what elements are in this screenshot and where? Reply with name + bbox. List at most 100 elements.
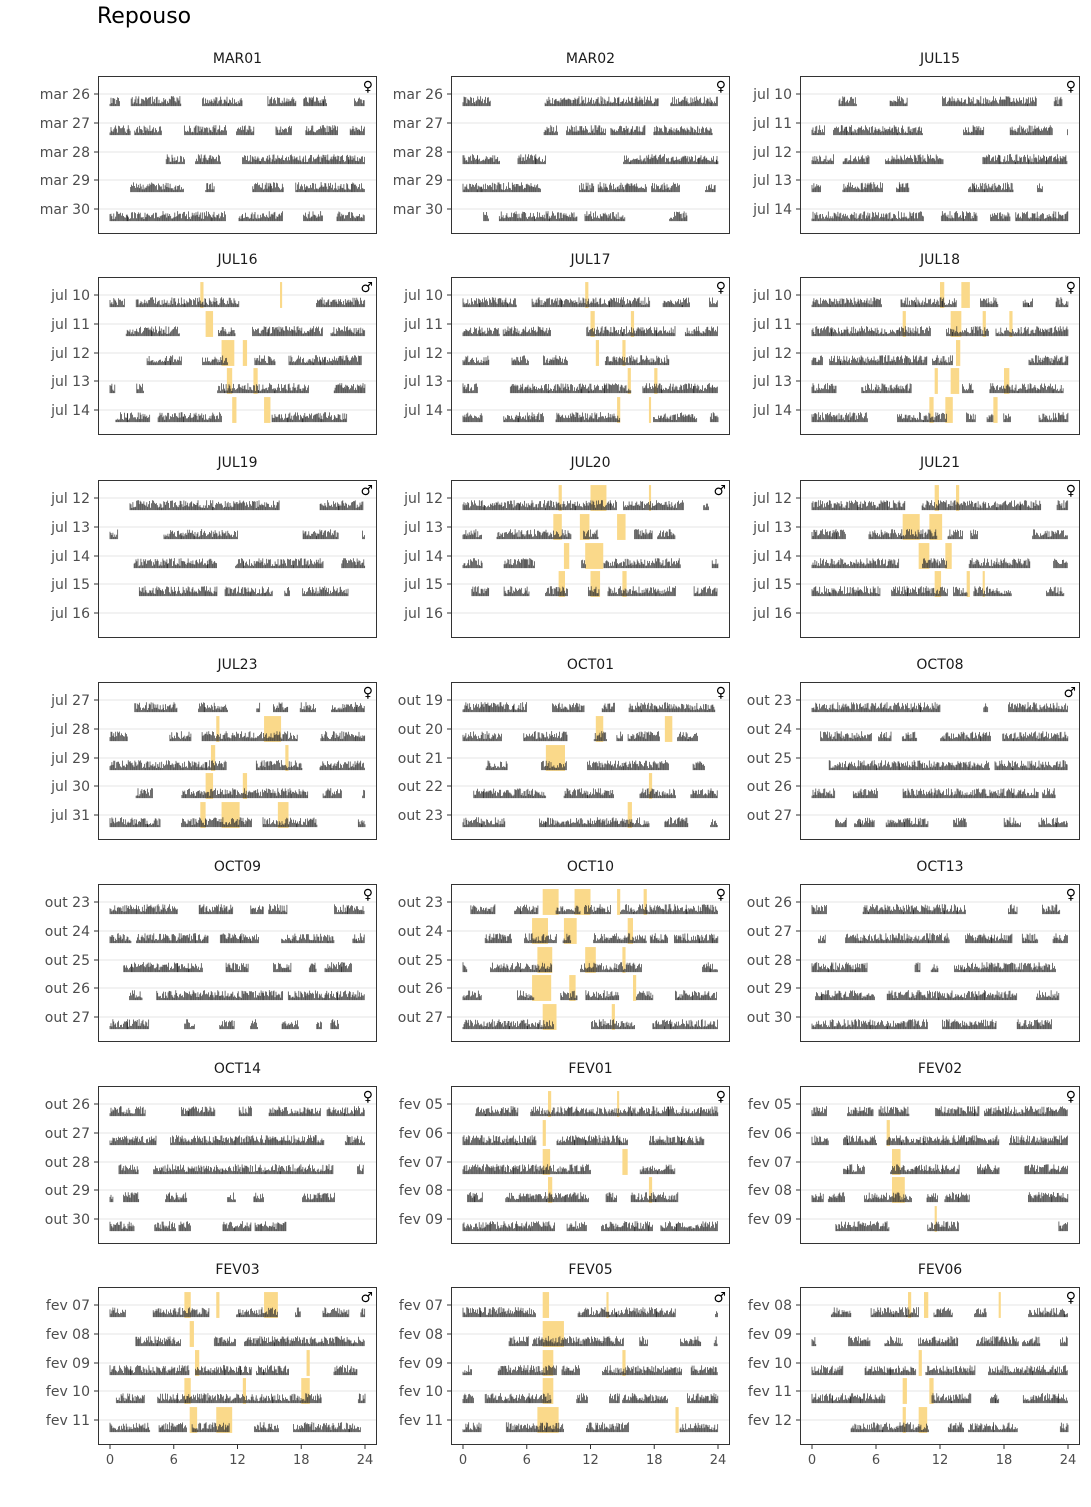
panel-title: JUL20 bbox=[570, 455, 611, 471]
y-tick-label: jul 11 bbox=[752, 116, 792, 132]
sex-symbol: ♀ bbox=[716, 685, 726, 701]
activity-trace bbox=[467, 1192, 679, 1203]
rest-period bbox=[585, 543, 604, 569]
activity-trace bbox=[135, 788, 365, 799]
panel-fev02: fev 05 fev 06 fev 07 fev 08 fev 09 ♀ bbox=[748, 1086, 1080, 1244]
y-tick-label: out 25 bbox=[398, 953, 443, 969]
panel-frame bbox=[451, 1086, 730, 1244]
rest-period bbox=[934, 368, 938, 394]
activity-trace bbox=[462, 962, 718, 973]
y-tick-label: fev 07 bbox=[748, 1155, 792, 1171]
rest-period bbox=[590, 571, 601, 597]
y-tick-label: jul 12 bbox=[752, 346, 792, 362]
activity-trace bbox=[811, 297, 1069, 308]
activity-trace bbox=[462, 355, 670, 366]
panel-title: OCT14 bbox=[213, 1061, 262, 1077]
x-tick-label: 24 bbox=[357, 1453, 374, 1468]
rest-period bbox=[664, 716, 673, 742]
panel-frame bbox=[98, 682, 377, 840]
y-tick-label: fev 07 bbox=[399, 1298, 443, 1314]
panel-mar01: mar 26 mar 27 mar 28 mar 29 mar 30 ♀ bbox=[40, 76, 377, 234]
activity-trace bbox=[462, 1221, 718, 1232]
panel-frame bbox=[800, 682, 1080, 840]
activity-trace bbox=[118, 1164, 364, 1175]
rest-period bbox=[532, 975, 552, 1001]
activity-trace bbox=[146, 355, 362, 366]
activity-trace bbox=[811, 1106, 1068, 1117]
activity-trace bbox=[462, 731, 698, 742]
activity-trace bbox=[109, 1135, 365, 1146]
panel-frame bbox=[451, 76, 730, 234]
panel-jul19: jul 12 jul 13 jul 14 jul 15 jul 16 ♂ bbox=[50, 480, 377, 638]
y-tick-label: jul 15 bbox=[752, 577, 792, 593]
activity-trace bbox=[811, 500, 1069, 511]
rest-period bbox=[200, 802, 206, 828]
sex-symbol: ♂ bbox=[713, 483, 726, 499]
y-tick-label: fev 09 bbox=[748, 1327, 792, 1343]
activity-trace bbox=[462, 702, 716, 713]
activity-trace bbox=[462, 1019, 718, 1030]
y-tick-label: jul 13 bbox=[403, 374, 443, 390]
activity-trace bbox=[471, 586, 718, 597]
rest-period bbox=[902, 1378, 907, 1404]
rest-period bbox=[579, 514, 590, 540]
panel-fev01: fev 05 fev 06 fev 07 fev 08 fev 09 ♀ bbox=[399, 1086, 730, 1244]
activity-trace bbox=[811, 962, 1056, 973]
activity-trace bbox=[109, 297, 366, 308]
panel-frame bbox=[800, 76, 1080, 234]
rest-period bbox=[1009, 311, 1013, 337]
rest-period bbox=[226, 368, 233, 394]
y-tick-label: out 29 bbox=[45, 1183, 90, 1199]
y-tick-label: out 20 bbox=[398, 722, 443, 738]
x-tick-label: 0 bbox=[808, 1453, 816, 1468]
y-tick-label: jul 11 bbox=[403, 317, 443, 333]
activity-trace bbox=[462, 412, 719, 423]
rest-period bbox=[630, 311, 635, 337]
activity-trace bbox=[811, 558, 1068, 569]
y-tick-label: jul 12 bbox=[752, 145, 792, 161]
y-tick-label: out 21 bbox=[398, 751, 443, 767]
y-tick-label: jul 14 bbox=[50, 403, 90, 419]
activity-trace bbox=[109, 1365, 358, 1376]
x-tick-label: 6 bbox=[170, 1453, 178, 1468]
panel-oct09: out 23 out 24 out 25 out 26 out 27 ♀ bbox=[45, 884, 377, 1042]
rest-period bbox=[205, 311, 214, 337]
y-tick-label: mar 29 bbox=[40, 173, 90, 189]
panel-frame bbox=[451, 884, 730, 1042]
y-tick-label: jul 31 bbox=[50, 808, 90, 824]
y-tick-label: out 22 bbox=[398, 779, 443, 795]
panel-jul17: jul 10 jul 11 jul 12 jul 13 jul 14 ♀ bbox=[403, 277, 730, 435]
activity-trace bbox=[462, 1135, 705, 1146]
y-tick-label: fev 05 bbox=[399, 1097, 443, 1113]
activity-trace bbox=[462, 96, 718, 107]
y-tick-label: out 25 bbox=[45, 953, 90, 969]
activity-trace bbox=[134, 702, 365, 713]
panel-frame bbox=[98, 1287, 377, 1445]
activity-trace bbox=[462, 1422, 719, 1433]
panel-title: FEV06 bbox=[917, 1262, 963, 1278]
panel-title: JUL16 bbox=[217, 252, 258, 268]
y-tick-label: jul 14 bbox=[403, 403, 443, 419]
panel-jul18: jul 10 jul 11 jul 12 jul 13 jul 14 ♀ bbox=[752, 277, 1080, 435]
rest-period bbox=[934, 1206, 937, 1232]
rest-period bbox=[189, 1321, 194, 1347]
activity-trace bbox=[811, 1135, 1068, 1146]
activity-trace bbox=[820, 731, 1069, 742]
sex-symbol: ♀ bbox=[716, 887, 726, 903]
y-tick-label: jul 10 bbox=[403, 288, 443, 304]
panel-title: OCT01 bbox=[566, 657, 615, 673]
rest-period bbox=[886, 1120, 890, 1146]
activity-trace bbox=[115, 412, 348, 423]
y-tick-label: fev 08 bbox=[748, 1183, 792, 1199]
y-tick-label: out 23 bbox=[398, 808, 443, 824]
rest-period bbox=[242, 340, 248, 366]
rest-period bbox=[280, 282, 283, 308]
rest-period bbox=[264, 397, 271, 423]
y-tick-label: out 27 bbox=[45, 1010, 90, 1026]
rest-period bbox=[548, 1177, 553, 1203]
rest-period bbox=[648, 485, 652, 511]
y-tick-label: mar 26 bbox=[40, 87, 90, 103]
activity-trace bbox=[473, 788, 718, 799]
y-tick-label: out 27 bbox=[45, 1126, 90, 1142]
activity-trace bbox=[462, 154, 719, 165]
